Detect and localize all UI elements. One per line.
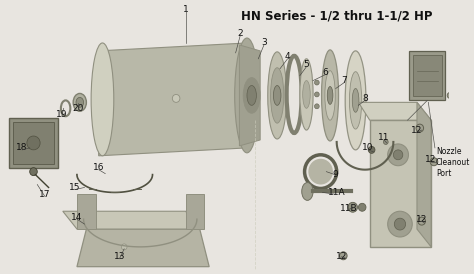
Text: 18: 18 xyxy=(17,143,28,152)
Text: 5: 5 xyxy=(303,60,310,69)
Text: 12: 12 xyxy=(336,252,347,261)
Ellipse shape xyxy=(447,92,453,98)
Ellipse shape xyxy=(27,136,40,150)
Ellipse shape xyxy=(368,146,375,153)
Ellipse shape xyxy=(303,81,310,108)
Text: 11B: 11B xyxy=(340,204,358,213)
Polygon shape xyxy=(77,229,209,267)
Text: 3: 3 xyxy=(261,38,267,47)
Ellipse shape xyxy=(30,168,37,176)
Text: 14: 14 xyxy=(71,213,82,222)
Ellipse shape xyxy=(383,139,388,144)
FancyBboxPatch shape xyxy=(9,118,58,168)
Text: 20: 20 xyxy=(72,104,83,113)
Ellipse shape xyxy=(339,252,347,260)
Text: 17: 17 xyxy=(39,190,51,199)
Text: HN Series - 1/2 thru 1-1/2 HP: HN Series - 1/2 thru 1-1/2 HP xyxy=(241,9,432,22)
Text: 9: 9 xyxy=(332,170,337,179)
Ellipse shape xyxy=(418,217,426,225)
Text: 10: 10 xyxy=(362,143,374,152)
Text: 16: 16 xyxy=(93,163,104,172)
Ellipse shape xyxy=(314,80,319,85)
Ellipse shape xyxy=(247,85,256,105)
Polygon shape xyxy=(99,43,247,156)
Ellipse shape xyxy=(91,43,114,156)
Text: 7: 7 xyxy=(341,76,347,85)
Ellipse shape xyxy=(358,203,366,211)
FancyBboxPatch shape xyxy=(13,122,55,164)
Ellipse shape xyxy=(393,150,403,160)
FancyBboxPatch shape xyxy=(413,55,441,96)
Ellipse shape xyxy=(271,68,284,123)
Ellipse shape xyxy=(76,97,83,107)
Text: 4: 4 xyxy=(285,52,291,61)
Text: 11A: 11A xyxy=(328,188,346,197)
Polygon shape xyxy=(77,195,96,229)
Ellipse shape xyxy=(388,144,409,166)
Ellipse shape xyxy=(430,158,438,166)
Text: 12: 12 xyxy=(416,215,428,224)
Ellipse shape xyxy=(173,95,180,102)
Ellipse shape xyxy=(394,218,406,230)
Ellipse shape xyxy=(348,202,357,212)
Ellipse shape xyxy=(243,78,260,113)
Ellipse shape xyxy=(321,50,338,141)
Ellipse shape xyxy=(302,182,313,200)
Text: 13: 13 xyxy=(114,252,125,261)
Text: 12: 12 xyxy=(426,155,437,164)
Ellipse shape xyxy=(388,211,412,237)
Ellipse shape xyxy=(73,93,86,111)
Ellipse shape xyxy=(309,159,333,184)
Polygon shape xyxy=(239,45,260,146)
Polygon shape xyxy=(63,211,200,229)
Text: 12: 12 xyxy=(411,125,423,135)
Ellipse shape xyxy=(416,124,424,132)
Text: 2: 2 xyxy=(237,28,243,38)
Ellipse shape xyxy=(349,72,362,129)
Text: 6: 6 xyxy=(322,68,328,77)
Text: 15: 15 xyxy=(69,183,81,192)
Polygon shape xyxy=(358,102,431,120)
Ellipse shape xyxy=(314,104,319,109)
Ellipse shape xyxy=(327,87,333,104)
Ellipse shape xyxy=(325,71,335,120)
Ellipse shape xyxy=(352,89,359,112)
FancyBboxPatch shape xyxy=(370,120,431,247)
Text: 11: 11 xyxy=(378,133,390,142)
Ellipse shape xyxy=(235,38,259,153)
Ellipse shape xyxy=(314,92,319,97)
Ellipse shape xyxy=(121,244,127,250)
Text: Nozzle
Cleanout
Port: Nozzle Cleanout Port xyxy=(436,147,470,178)
Text: 1: 1 xyxy=(182,5,189,14)
Ellipse shape xyxy=(273,85,281,105)
Text: 8: 8 xyxy=(362,94,368,103)
Polygon shape xyxy=(417,102,431,247)
Polygon shape xyxy=(185,195,204,229)
FancyBboxPatch shape xyxy=(410,51,445,100)
Ellipse shape xyxy=(300,59,313,130)
Ellipse shape xyxy=(268,52,287,139)
Text: 19: 19 xyxy=(56,110,68,119)
Ellipse shape xyxy=(345,51,366,150)
